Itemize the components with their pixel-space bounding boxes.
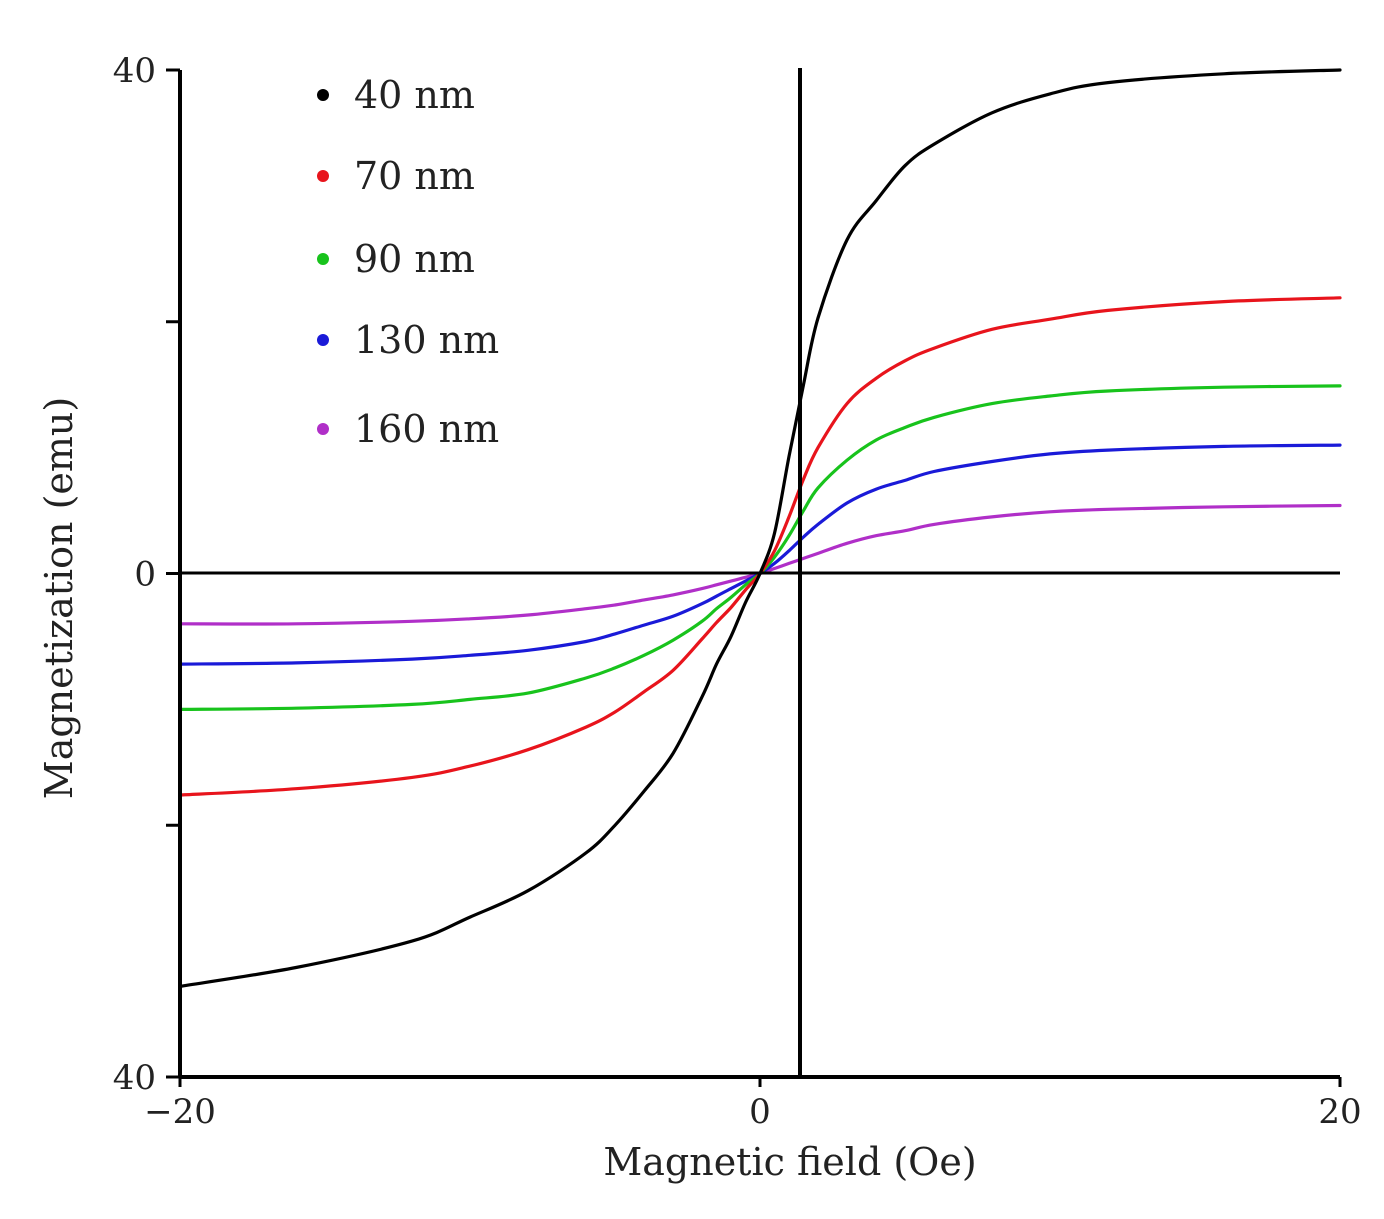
- x-tick-label: 20: [1318, 1092, 1361, 1132]
- legend: 40 nm 70 nm 90 nm 130 nm 160 nm: [317, 73, 499, 451]
- legend-marker-40-nm: [317, 89, 329, 101]
- y-axis-title: Magnetization (emu): [37, 397, 81, 799]
- y-tick-label: 0: [134, 555, 156, 595]
- legend-marker-90-nm: [317, 253, 329, 265]
- curves-layer: [178, 68, 1342, 988]
- legend-label-130-nm: 130 nm: [354, 318, 499, 362]
- legend-label-40-nm: 40 nm: [354, 73, 475, 117]
- curve-160-nm: [178, 503, 1342, 626]
- legend-marker-70-nm: [317, 170, 329, 182]
- legend-marker-130-nm: [317, 334, 329, 346]
- curve-130-nm: [178, 443, 1342, 666]
- x-tick-label: 0: [749, 1092, 771, 1132]
- curve-40-nm: [178, 68, 1342, 988]
- x-axis-title: Magnetic field (Oe): [603, 1140, 976, 1184]
- curve-70-nm: [178, 296, 1342, 797]
- y-tick-label: 40: [113, 1058, 156, 1098]
- legend-marker-160-nm: [317, 423, 329, 435]
- y-tick-label: 40: [113, 51, 156, 91]
- legend-label-90-nm: 90 nm: [354, 237, 475, 281]
- legend-label-70-nm: 70 nm: [354, 154, 475, 198]
- legend-label-160-nm: 160 nm: [354, 407, 499, 451]
- ticks-layer: [166, 68, 1342, 1087]
- x-tick-label: −20: [144, 1092, 216, 1132]
- axes-layer: [178, 68, 1340, 1079]
